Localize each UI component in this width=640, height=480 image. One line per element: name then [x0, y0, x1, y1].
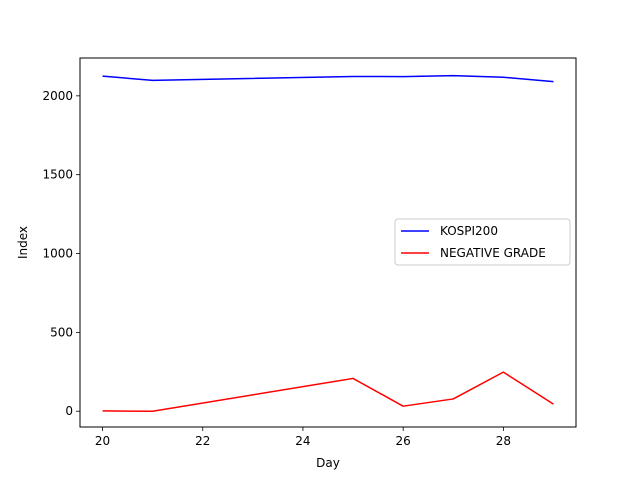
- y-axis-label: Index: [16, 226, 30, 259]
- plot-frame: [79, 57, 577, 428]
- x-tick-label: 20: [95, 434, 110, 448]
- y-tick-label: 1500: [42, 168, 73, 182]
- x-tick-label: 24: [295, 434, 310, 448]
- series-layer: [102, 74, 554, 412]
- legend-label-0: KOSPI200: [440, 224, 498, 238]
- y-tick-label: 2000: [42, 89, 73, 103]
- y-tick-label: 500: [50, 325, 73, 339]
- y-tick-label: 0: [65, 404, 73, 418]
- legend-label-1: NEGATIVE GRADE: [440, 246, 546, 260]
- x-tick-label: 26: [396, 434, 411, 448]
- x-tick-label: 22: [195, 434, 210, 448]
- x-axis-label: Day: [316, 456, 340, 470]
- x-axis-ticks: 20 22 24 26 28: [95, 427, 511, 448]
- y-tick-label: 1000: [42, 247, 73, 261]
- series-line-1: [102, 371, 554, 412]
- series-line-0: [102, 74, 554, 83]
- legend: KOSPI200 NEGATIVE GRADE: [394, 218, 571, 266]
- legend-box: [394, 218, 571, 266]
- y-axis-ticks: 0 500 1000 1500 2000: [42, 89, 80, 418]
- x-tick-label: 28: [496, 434, 511, 448]
